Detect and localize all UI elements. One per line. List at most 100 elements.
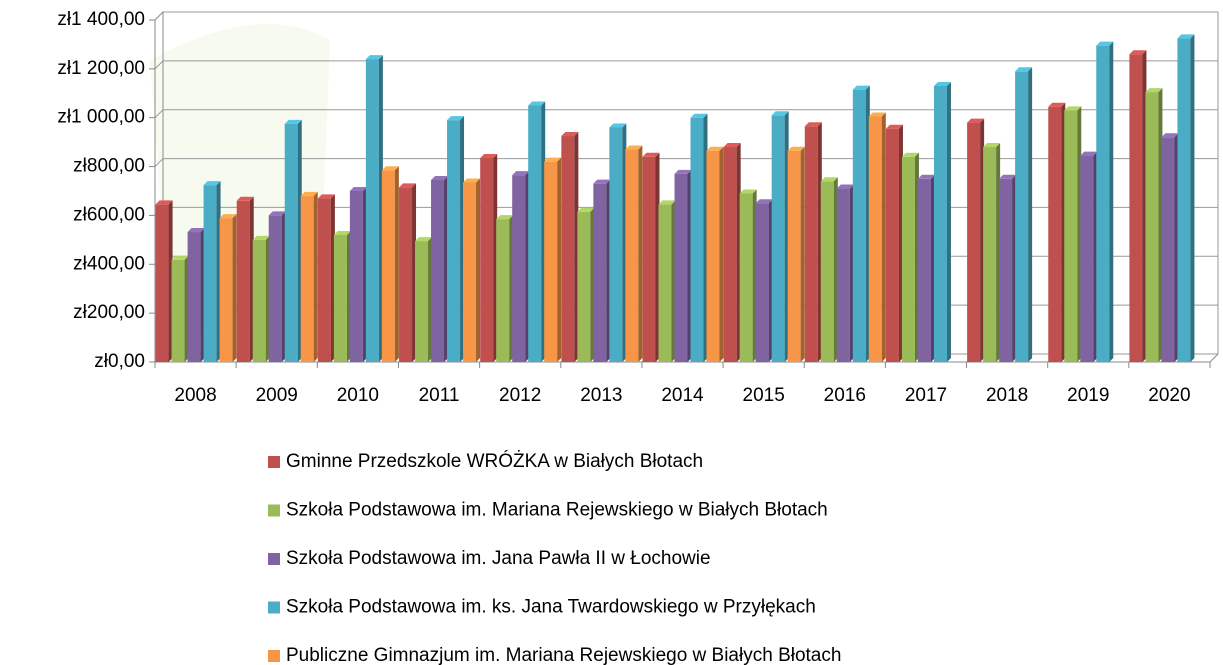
bar-top [1080, 151, 1098, 156]
bar-front [1129, 54, 1143, 362]
bar-top [561, 132, 579, 137]
bar [804, 122, 822, 362]
bar [480, 154, 498, 362]
grid-line [154, 60, 1218, 70]
bar [333, 230, 351, 362]
bar-front [868, 116, 882, 362]
bar-front [917, 178, 931, 362]
bar [187, 228, 205, 362]
bar-front [1096, 45, 1110, 363]
bar-top [203, 181, 221, 186]
bar [447, 116, 465, 363]
bar-side [1028, 67, 1033, 363]
bar [658, 200, 676, 362]
x-tick-label: 2009 [256, 385, 298, 406]
bar-front [1064, 110, 1078, 362]
x-tick-label: 2018 [986, 385, 1028, 406]
bar-top [1145, 88, 1163, 93]
y-tick-label: zł600,00 [73, 204, 145, 225]
y-tick-label: zł0,00 [94, 351, 145, 372]
legend-swatch [268, 504, 280, 517]
y-tick-label: zł800,00 [73, 156, 145, 177]
bar-top [625, 145, 643, 150]
bar [268, 211, 286, 362]
bar-front [593, 183, 607, 362]
bar-top [901, 152, 919, 157]
bar [415, 237, 433, 362]
bar-front [236, 200, 250, 362]
bar-front [787, 150, 801, 362]
bar-top [1129, 50, 1147, 55]
bar [1177, 34, 1195, 362]
bar-top [674, 169, 692, 174]
bar-side [638, 145, 643, 362]
bar [577, 207, 595, 362]
bar [868, 112, 886, 362]
bar [171, 255, 189, 362]
bar [917, 174, 935, 362]
bar-side [557, 157, 562, 362]
bar-top [236, 196, 254, 201]
bar-front [203, 185, 217, 362]
bar [1015, 67, 1033, 363]
bar-front [690, 117, 704, 362]
bar [1161, 133, 1179, 362]
legend-swatch [268, 601, 280, 614]
bar [399, 183, 417, 362]
x-tick-label: 2019 [1067, 385, 1109, 406]
x-tick-label: 2015 [743, 385, 785, 406]
bar-front [333, 234, 347, 362]
bar-front [723, 147, 737, 362]
bar-top [447, 116, 465, 121]
x-tick-label: 2013 [580, 385, 622, 406]
bar-side [800, 146, 805, 362]
legend-label: Szkoła Podstawowa im. ks. Jana Twardowsk… [286, 597, 816, 618]
bar-top [155, 200, 173, 205]
bar-front [1161, 137, 1175, 362]
bar [1048, 102, 1066, 362]
legend-label: Gminne Przedszkole WRÓŻKA w Białych Błot… [286, 450, 703, 472]
bar-top [917, 174, 935, 179]
bar [674, 169, 692, 362]
bar-top [723, 143, 741, 148]
bar-side [476, 178, 481, 362]
bar-side [232, 214, 237, 362]
bar-top [171, 255, 189, 260]
bar [1145, 88, 1163, 363]
y-tick-label: zł1 400,00 [57, 9, 145, 30]
bar [544, 157, 562, 362]
bar-front [577, 211, 591, 362]
x-tick-label: 2020 [1148, 385, 1190, 406]
bar-top [852, 85, 870, 90]
bar-front [1048, 106, 1062, 362]
bar-front [415, 241, 429, 362]
bar [901, 152, 919, 362]
bar [317, 194, 335, 362]
bar-front [804, 126, 818, 362]
bar-top [706, 146, 724, 151]
bar-front [528, 105, 542, 362]
bar-top [317, 194, 335, 199]
bar-top [1015, 67, 1033, 72]
bar [609, 123, 627, 362]
bar-top [836, 184, 854, 189]
bar [642, 152, 660, 362]
bar-front [496, 219, 510, 362]
bar [284, 119, 302, 362]
bar-top [219, 214, 237, 219]
bar-top [885, 124, 903, 129]
bar-top [983, 143, 1001, 148]
bar-front [625, 149, 639, 362]
bar [836, 184, 854, 362]
bar-front [901, 156, 915, 362]
bar-top [528, 101, 546, 106]
bar-front [739, 193, 753, 362]
bar-front [852, 89, 866, 362]
bar-top [690, 113, 708, 118]
bar-front [1177, 38, 1191, 362]
bar [820, 177, 838, 362]
bar [1064, 106, 1082, 362]
bar-top [609, 123, 627, 128]
bar [381, 166, 399, 362]
bar-front [349, 191, 363, 362]
